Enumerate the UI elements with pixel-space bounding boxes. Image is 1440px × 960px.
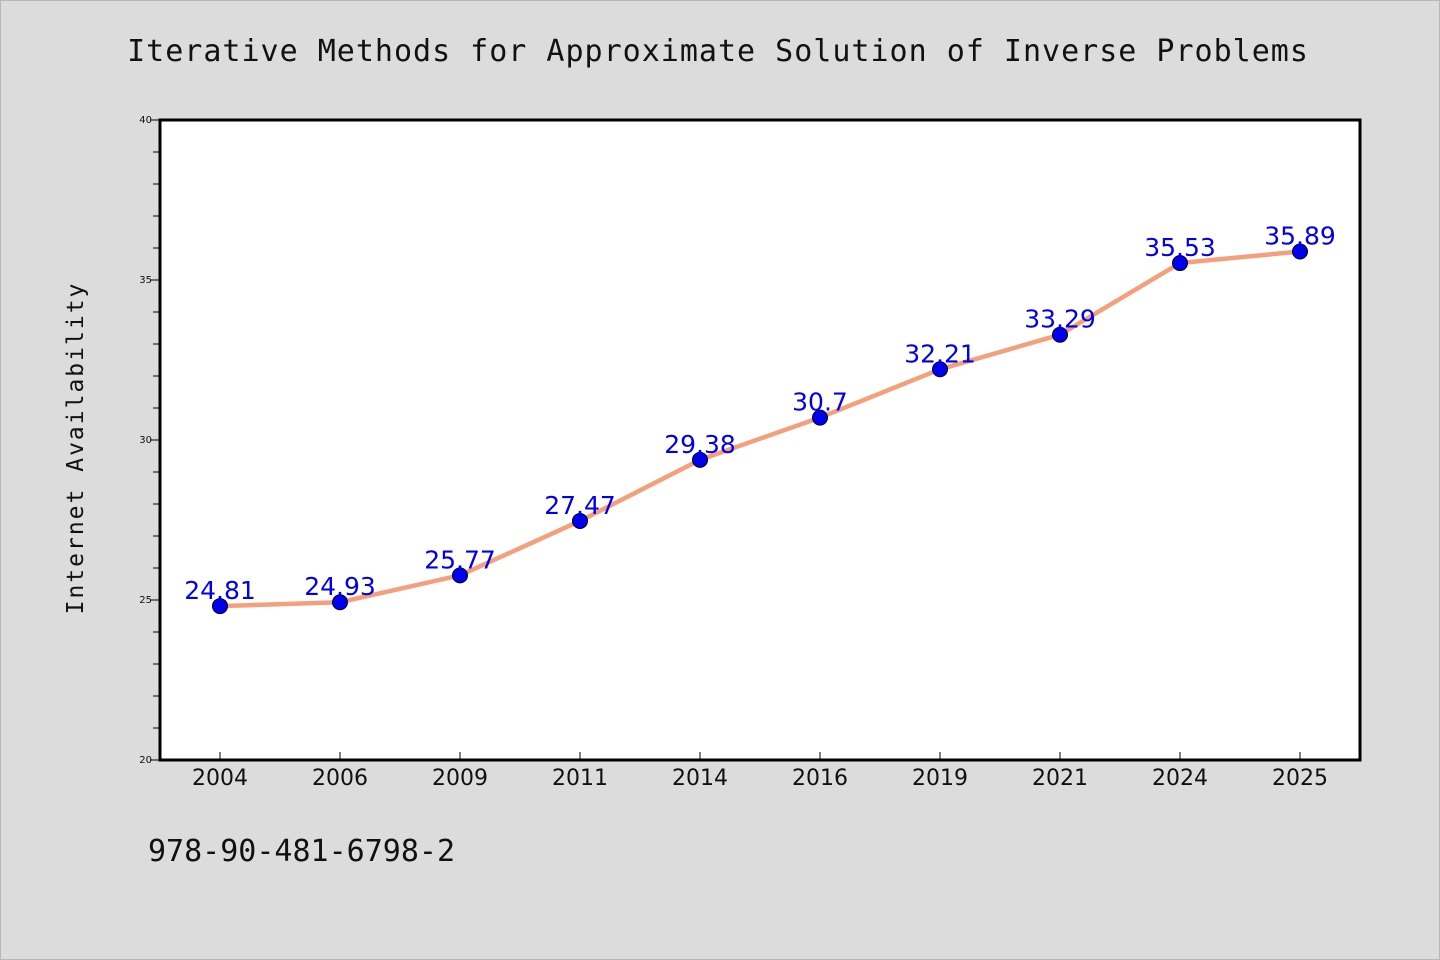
y-axis: 20 25 30 35 40: [139, 115, 160, 766]
data-label: 25.77: [424, 545, 496, 574]
x-tick-label: 2025: [1272, 766, 1328, 791]
data-label: 32.21: [904, 339, 976, 368]
y-tick-label: 35: [139, 275, 152, 286]
data-point: [692, 451, 708, 468]
x-tick-label: 2011: [552, 766, 608, 791]
data-point: [332, 594, 348, 611]
data-point: [1052, 326, 1068, 343]
data-label: 35.89: [1264, 222, 1336, 251]
x-tick-label: 2004: [192, 766, 248, 791]
data-point: [452, 567, 468, 584]
x-tick-label: 2006: [312, 766, 368, 791]
y-tick-label: 20: [139, 755, 152, 766]
x-tick-label: 2024: [1152, 766, 1208, 791]
x-tick-label: 2021: [1032, 766, 1088, 791]
x-tick-label: 2009: [432, 766, 488, 791]
data-label: 30.7: [792, 388, 848, 417]
data-point: [1172, 255, 1188, 272]
y-tick-label: 30: [139, 435, 152, 446]
y-tick-label: 40: [139, 115, 152, 126]
x-tick-label: 2014: [672, 766, 728, 791]
data-point: [932, 361, 948, 378]
data-point: [1292, 243, 1308, 260]
data-point: [212, 598, 228, 615]
x-tick-label: 2019: [912, 766, 968, 791]
chart-title: Iterative Methods for Approximate Soluti…: [127, 34, 1309, 69]
x-axis: 2004 2006 2009 2011 2014 2016 2019 2021 2024 2025: [192, 752, 1328, 791]
data-label: 24.93: [304, 572, 376, 601]
data-point: [572, 512, 588, 529]
footer-identifier: 978-90-481-6798-2: [148, 834, 456, 869]
data-labels: 24.81 24.93 25.77 27.47 29.38 30.7 32.21 33.29 3…: [184, 222, 1336, 606]
y-tick-label: 25: [139, 595, 152, 606]
series-line: [217, 249, 1303, 609]
data-label: 33.29: [1024, 305, 1096, 334]
data-point: [812, 409, 828, 426]
data-markers: [212, 243, 1308, 615]
data-label: 24.81: [184, 576, 256, 605]
x-tick-label: 2016: [792, 766, 848, 791]
data-label: 27.47: [544, 491, 616, 520]
data-label: 35.53: [1144, 233, 1216, 262]
data-label: 29.38: [664, 430, 736, 459]
